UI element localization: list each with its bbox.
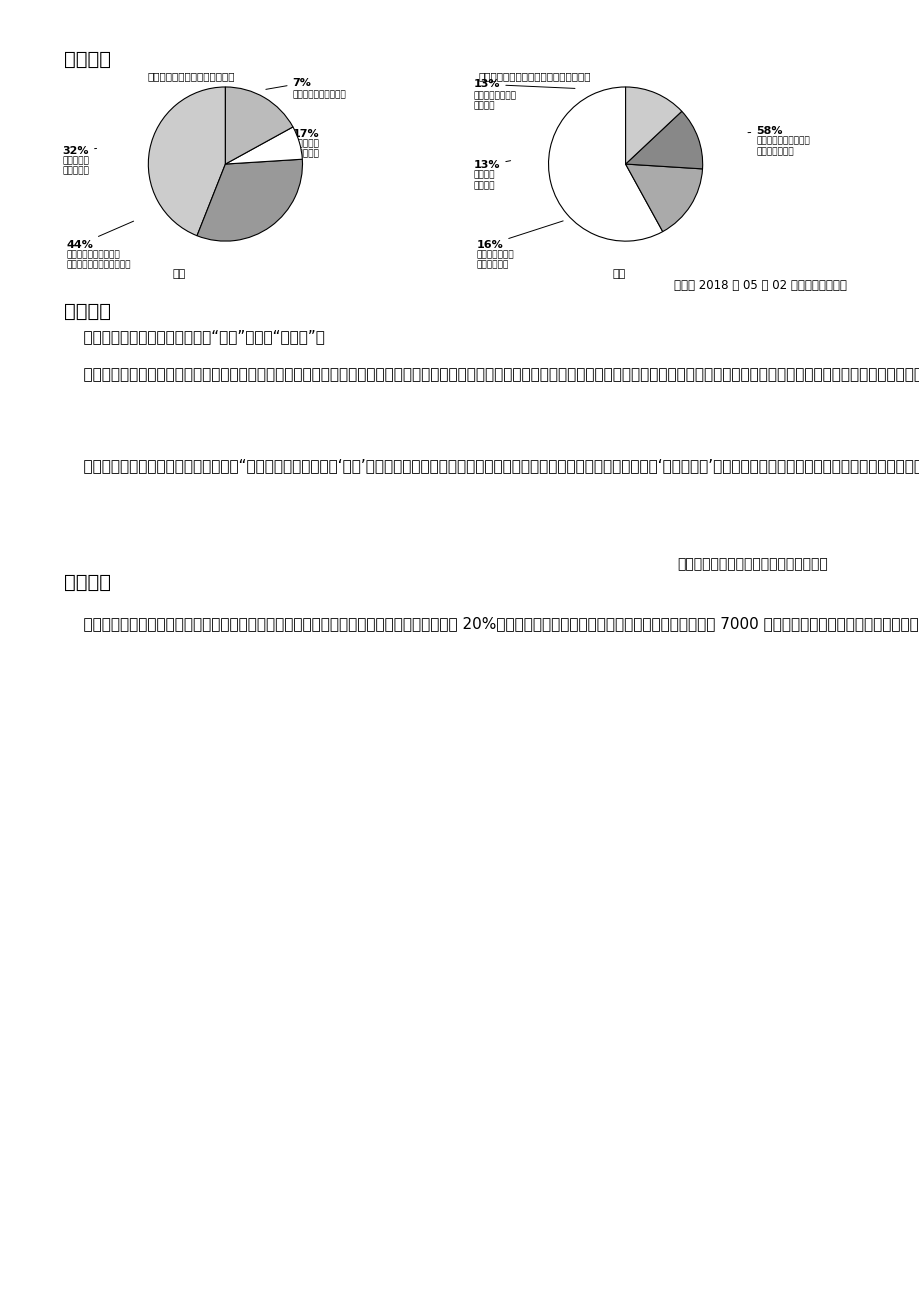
Text: 44%: 44% — [66, 221, 133, 250]
Text: 面临较多选择时的
决策辅导: 面临较多选择时的 决策辅导 — [473, 91, 516, 111]
Text: 材料二：: 材料二： — [64, 49, 111, 69]
Text: 家乡或家乡
周边的地方: 家乡或家乡 周边的地方 — [62, 156, 89, 176]
Text: 去年年初，武汉推出人才新政，推出建设和笹集大学毕业生保障性住房，让他们以低于市场价 20%买到安居房、租到租赁房。目前，武汉已经推出了超过 7000 套人才公寓: 去年年初，武汉推出人才新政，推出建设和笹集大学毕业生保障性住房，让他们以低于市场… — [64, 616, 919, 631]
Text: 面试技巧培训，
好提高成功率: 面试技巧培训， 好提高成功率 — [476, 250, 514, 270]
Wedge shape — [225, 126, 302, 164]
Text: 材料四：: 材料四： — [64, 573, 111, 592]
Wedge shape — [197, 159, 302, 241]
Wedge shape — [625, 87, 681, 164]
Text: 出台了许多优惠政策、
拥有发展潜力的二三线城市: 出台了许多优惠政策、 拥有发展潜力的二三线城市 — [66, 250, 130, 270]
Wedge shape — [225, 87, 292, 164]
Text: （摘编自王昊男等《企业想招啊样人》）: （摘编自王昊男等《企业想招啊样人》） — [676, 557, 827, 572]
Wedge shape — [625, 111, 702, 169]
Text: 早了解用人单位需求，
好提升自身能力: 早了解用人单位需求， 好提升自身能力 — [755, 137, 809, 156]
Text: 一线城市，
未必有户口: 一线城市， 未必有户口 — [292, 139, 319, 159]
Wedge shape — [625, 164, 702, 232]
Text: 阿里巴巴也认同这个选择，刘湘雯说：“新人可能并不是完美的‘成品’，但给企业带来了活力、新颎的思考角度。所以，目前我们的校园招聘是‘招培一体化’的，也就是说，我们: 阿里巴巴也认同这个选择，刘湘雯说：“新人可能并不是完美的‘成品’，但给企业带来了… — [64, 458, 919, 474]
Text: 32%: 32% — [62, 146, 96, 156]
Text: 58%: 58% — [747, 126, 782, 137]
Text: 13%: 13% — [473, 160, 510, 171]
Text: 企业是想要一来就能独当一面的“成品”，还是“潜力股”？: 企业是想要一来就能独当一面的“成品”，还是“潜力股”？ — [64, 329, 325, 345]
Text: 找工作时，最希望在哪些方面得到扶助？: 找工作时，最希望在哪些方面得到扶助？ — [478, 72, 590, 82]
Text: 提供更多
招聘信息: 提供更多 招聘信息 — [473, 171, 494, 190]
Wedge shape — [148, 87, 225, 236]
Text: 三元食品的选择是后者。李萍说，一方面，成熟企业的核心技术团队已经形成，他们具备了培养、传授专业技术的能力与水平，因此需求量基本趋于稳定；另一方面，成熟企业具有良: 三元食品的选择是后者。李萍说，一方面，成熟企业的核心技术团队已经形成，他们具备了… — [64, 367, 919, 383]
Text: 7%: 7% — [266, 78, 312, 90]
Text: 13%: 13% — [473, 79, 574, 90]
Text: 图二: 图二 — [612, 270, 625, 280]
Text: 16%: 16% — [476, 221, 562, 250]
Text: （选自 2018 年 05 月 02 日《人民日报》）: （选自 2018 年 05 月 02 日《人民日报》） — [673, 279, 845, 292]
Text: 一线城市，必须有户口: 一线城市，必须有户口 — [292, 90, 346, 99]
Text: 17%: 17% — [283, 129, 319, 139]
Text: 图一: 图一 — [173, 270, 186, 280]
Wedge shape — [548, 87, 662, 241]
Text: 材料三：: 材料三： — [64, 302, 111, 322]
Text: 选择工作地点时，您的原则是？: 选择工作地点时，您的原则是？ — [147, 72, 234, 82]
